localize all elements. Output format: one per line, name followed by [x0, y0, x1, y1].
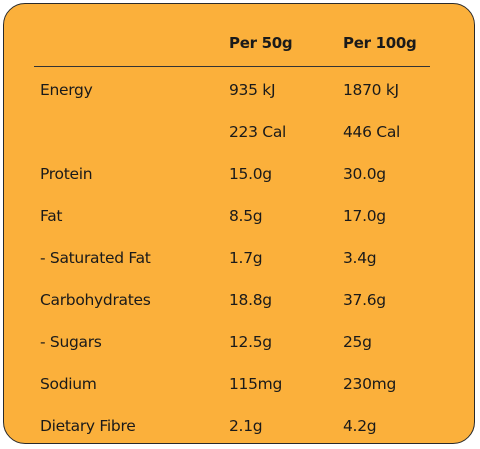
value-per-100g: 17.0g	[343, 207, 386, 225]
value-per-50g: 935 kJ	[229, 81, 276, 99]
table-row: Protein 15.0g 30.0g	[34, 153, 430, 195]
nutrient-name: Sodium	[40, 375, 97, 393]
value-per-50g: 1.7g	[229, 249, 263, 267]
value-per-100g: 30.0g	[343, 165, 386, 183]
table-row: Energy 935 kJ 1870 kJ	[34, 67, 430, 112]
nutrient-name: Dietary Fibre	[40, 417, 136, 435]
value-per-50g: 223 Cal	[229, 123, 287, 141]
nutrient-name: - Saturated Fat	[40, 249, 151, 267]
nutrient-name: Fat	[40, 207, 63, 225]
nutrient-name: Energy	[40, 81, 93, 99]
table-row: Carbohydrates 18.8g 37.6g	[34, 279, 430, 321]
table-row: - Sugars 12.5g 25g	[34, 321, 430, 363]
value-per-50g: 8.5g	[229, 207, 263, 225]
value-per-50g: 2.1g	[229, 417, 263, 435]
header-row: Per 50g Per 100g	[34, 19, 430, 67]
value-per-100g: 446 Cal	[343, 123, 401, 141]
table-row: 223 Cal 446 Cal	[34, 111, 430, 153]
value-per-100g: 4.2g	[343, 417, 377, 435]
value-per-50g: 115mg	[229, 375, 283, 393]
nutrition-panel: Per 50g Per 100g Energy 935 kJ 1870 kJ 2…	[3, 3, 475, 444]
nutrient-name: - Sugars	[40, 333, 102, 351]
header-nutrient	[34, 19, 223, 67]
table-row: Fat 8.5g 17.0g	[34, 195, 430, 237]
value-per-100g: 25g	[343, 333, 372, 351]
value-per-100g: 3.4g	[343, 249, 377, 267]
nutrient-name: Carbohydrates	[40, 291, 151, 309]
value-per-100g: 1870 kJ	[343, 81, 399, 99]
value-per-100g: 230mg	[343, 375, 397, 393]
value-per-100g: 37.6g	[343, 291, 386, 309]
nutrition-table: Per 50g Per 100g Energy 935 kJ 1870 kJ 2…	[34, 19, 430, 447]
header-per-50g: Per 50g	[223, 19, 337, 67]
nutrient-name	[34, 111, 223, 153]
nutrient-name: Protein	[40, 165, 93, 183]
header-per-100g: Per 100g	[337, 19, 430, 67]
table-row: - Saturated Fat 1.7g 3.4g	[34, 237, 430, 279]
table-row: Sodium 115mg 230mg	[34, 363, 430, 405]
table-row: Dietary Fibre 2.1g 4.2g	[34, 405, 430, 447]
value-per-50g: 15.0g	[229, 165, 272, 183]
value-per-50g: 12.5g	[229, 333, 272, 351]
value-per-50g: 18.8g	[229, 291, 272, 309]
